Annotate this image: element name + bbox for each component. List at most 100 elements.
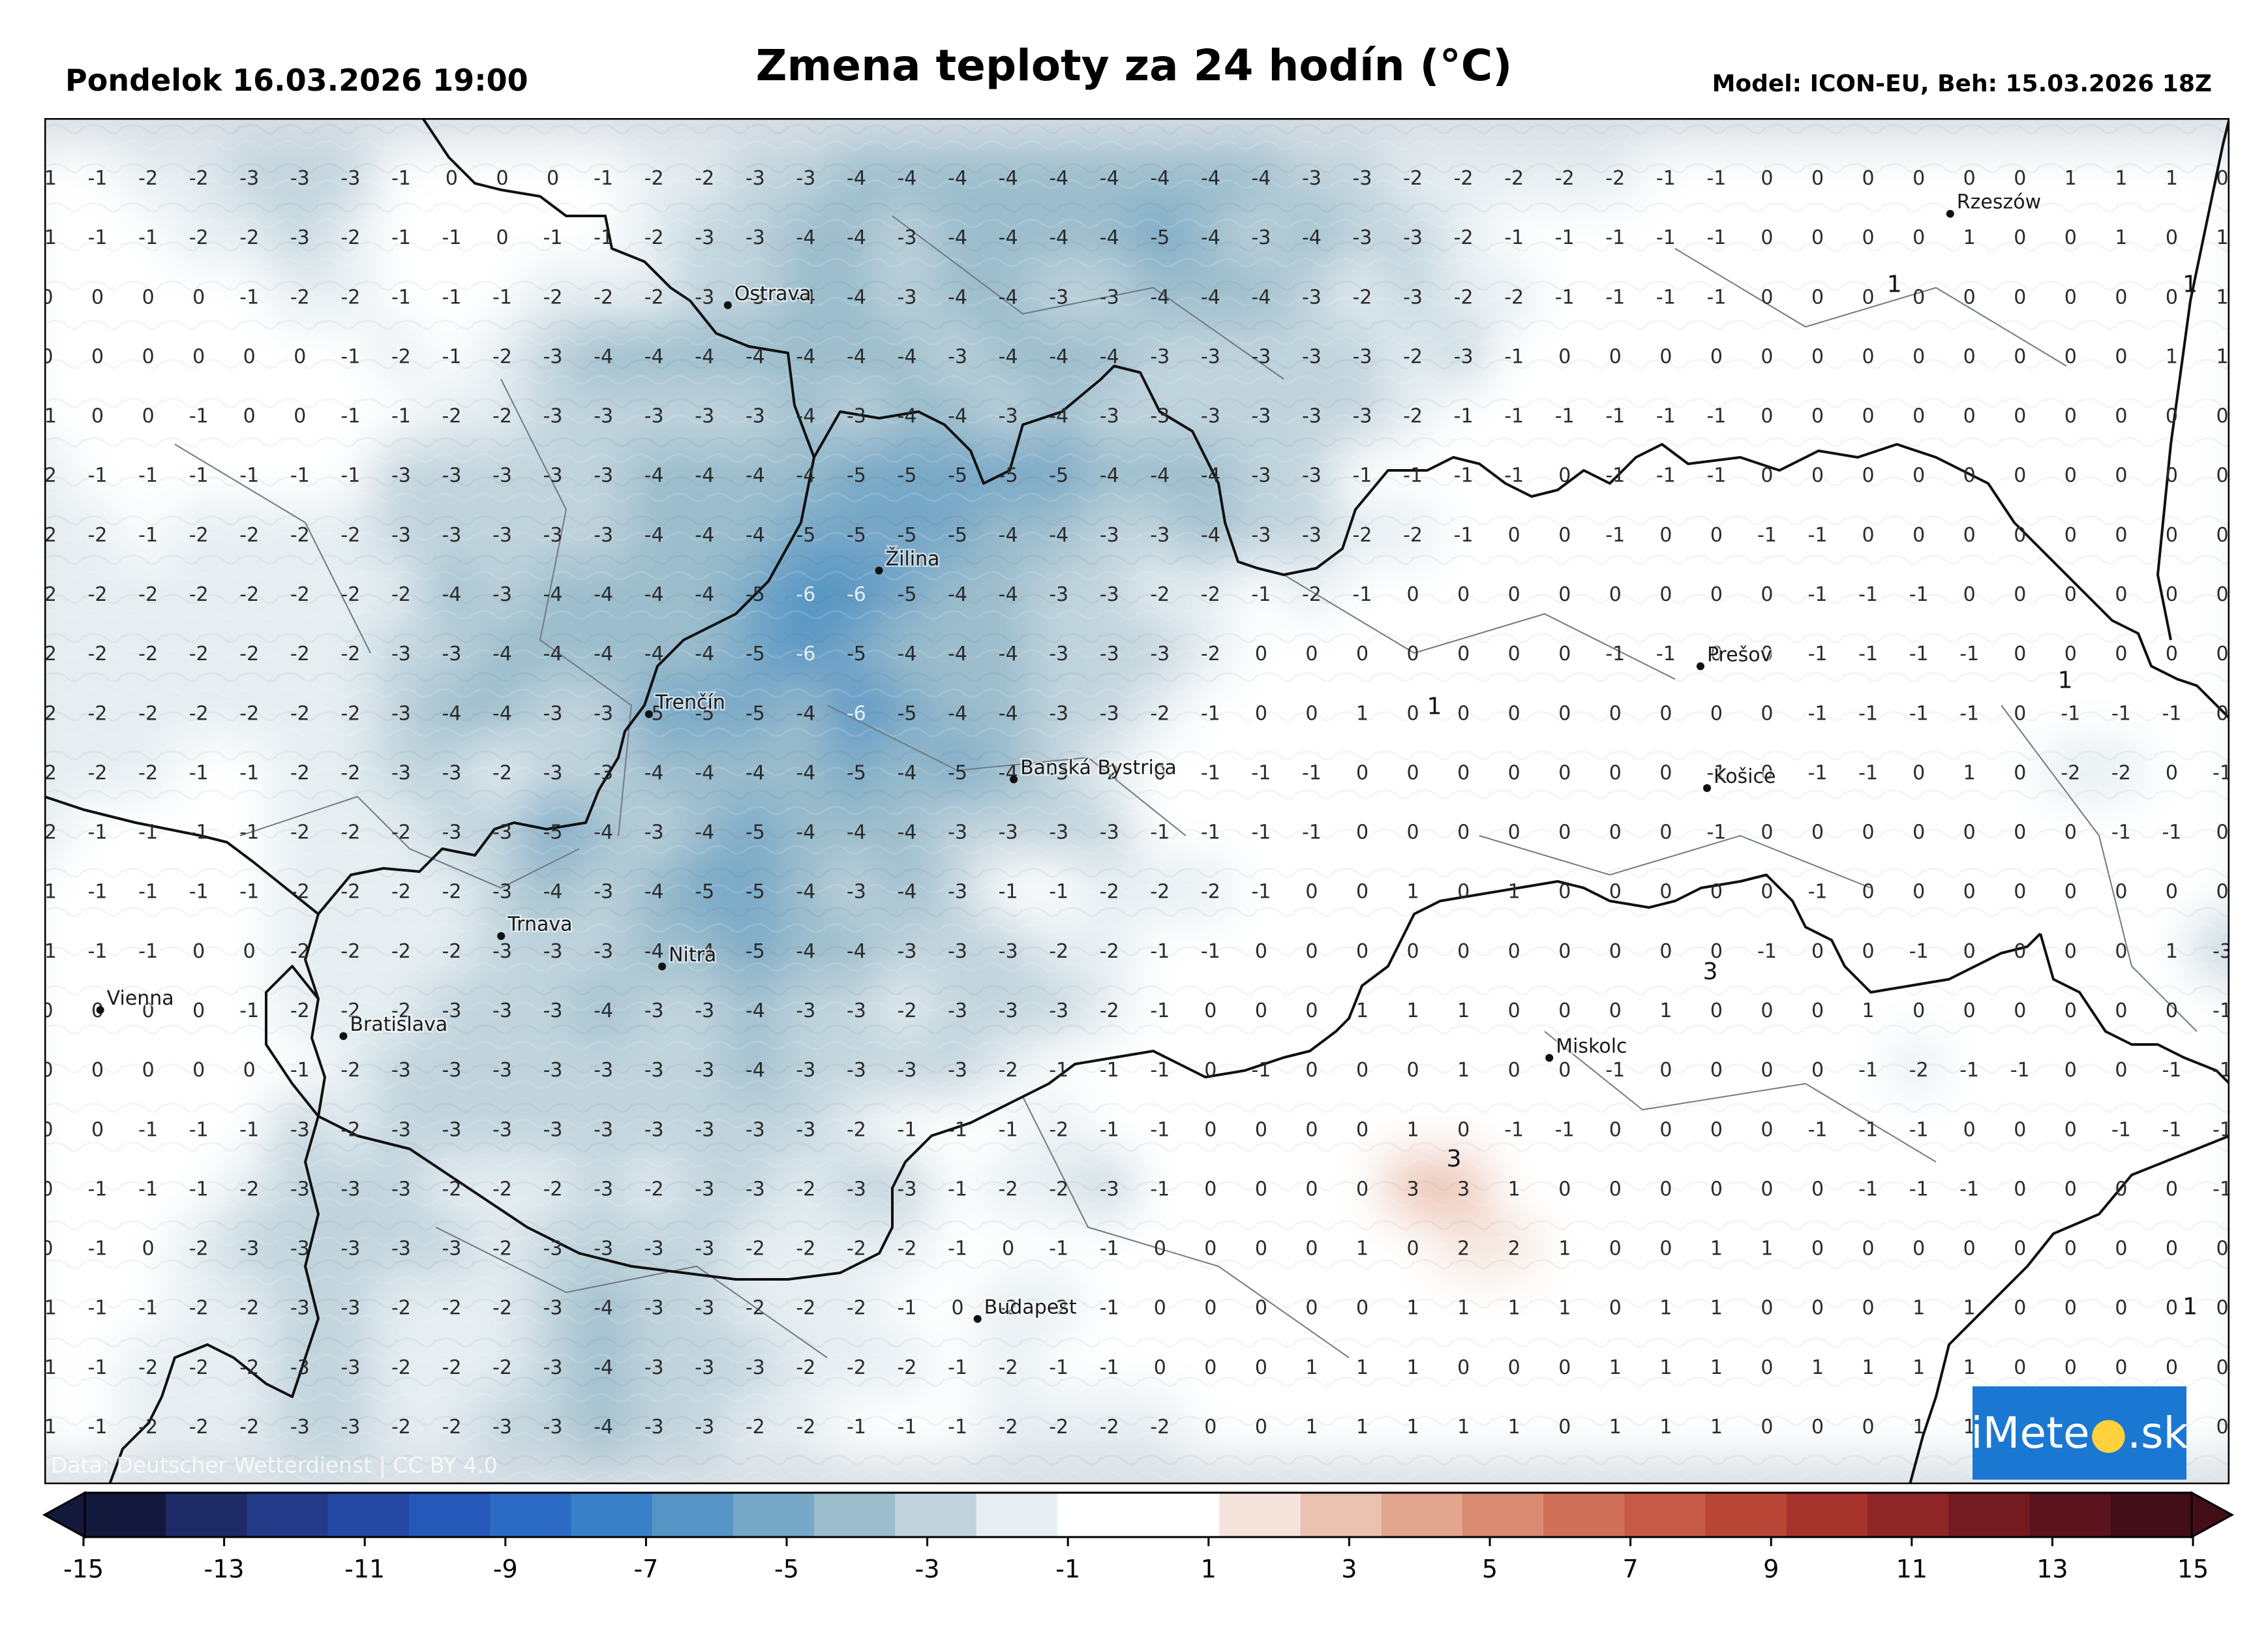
grid-value: -4 [1251, 167, 1271, 190]
grid-value: -1 [948, 1118, 967, 1141]
grid-value: 1 [1407, 1297, 1419, 1320]
city-marker[interactable]: Rzeszów [1946, 189, 2043, 218]
grid-value: 0 [1761, 1356, 1773, 1379]
temperature-colorbar: -15 -13 -11 -9 -7 -5 -3 -1 1 3 5 7 9 11 13 15 [39, 1480, 2237, 1584]
grid-value: 0 [1457, 702, 1470, 725]
grid-value: -2 [442, 1356, 462, 1379]
city-marker[interactable]: Nitra [658, 942, 718, 971]
grid-value: 0 [2014, 405, 2026, 428]
grid-value: 0 [1154, 1238, 1166, 1260]
grid-value: 0 [1710, 524, 1723, 547]
grid-value: 0 [2115, 345, 2127, 368]
grid-value: -2 [290, 761, 310, 784]
grid-value: -2 [239, 1416, 259, 1439]
grid-value: -1 [1757, 940, 1777, 963]
grid-value: -3 [594, 1238, 613, 1260]
grid-value: 0 [1811, 940, 1824, 963]
grid-value: -3 [290, 1238, 310, 1260]
grid-value: -2 [1353, 524, 1372, 547]
grid-value: -2 [239, 643, 259, 665]
grid-value: 0 [2064, 1178, 2077, 1200]
grid-value: 0 [1558, 702, 1571, 725]
grid-value: -1 [239, 999, 259, 1022]
grid-value: -1 [1706, 226, 1726, 249]
grid-value: 0 [2014, 702, 2026, 725]
grid-value: -2 [796, 1178, 815, 1200]
imeteo-logo[interactable]: iMete ● .sk [1971, 1386, 2188, 1480]
grid-value: 0 [1761, 999, 1773, 1022]
grid-value: 0 [1457, 583, 1470, 606]
grid-value: -2 [2111, 761, 2131, 784]
grid-value: -1 [1706, 821, 1726, 844]
grid-value: 2 [1508, 1238, 1520, 1260]
grid-value: 0 [142, 286, 155, 309]
city-marker[interactable]: Trenčín [644, 690, 727, 718]
grid-value: -1 [1656, 226, 1676, 249]
grid-value: 0 [2064, 1238, 2077, 1260]
city-marker[interactable]: Bratislava [339, 1012, 449, 1041]
grid-value: -2 [391, 1416, 411, 1439]
city-marker[interactable]: Banská Bystrica [1010, 755, 1178, 784]
grid-value: 0 [1305, 940, 1318, 963]
extreme-value-label: 1 [2058, 667, 2073, 694]
grid-value: -4 [695, 940, 714, 963]
grid-value: -4 [644, 881, 664, 904]
grid-value: -1 [1959, 643, 1979, 665]
grid-value: -4 [796, 345, 815, 368]
grid-value: 0 [2064, 1297, 2077, 1320]
grid-value: -3 [543, 940, 563, 963]
grid-value: -3 [644, 1356, 664, 1379]
city-marker[interactable]: Košice [1703, 763, 1777, 792]
grid-value: 0 [1305, 1059, 1318, 1082]
grid-value: -3 [1100, 524, 1119, 547]
extreme-value-label: 1 [2183, 271, 2198, 297]
grid-value: -2 [391, 881, 411, 904]
temperature-change-map[interactable]: -1 -1 -2 -2 -3 -3 -3 -1 0 0 0 -1 -2 -2 -3 -3 -4 -4 -4 -4 -4 -… [44, 118, 2230, 1484]
city-marker[interactable]: Vienna [96, 986, 175, 1014]
grid-value: -6 [847, 702, 866, 725]
city-marker[interactable]: Trnava [497, 911, 574, 940]
grid-value: 0 [1761, 405, 1773, 428]
grid-value: 0 [1407, 583, 1419, 606]
city-marker[interactable]: Ostrava [723, 281, 813, 309]
city-marker[interactable]: Prešov [1696, 642, 1774, 671]
grid-value: -1 [1201, 940, 1220, 963]
grid-value: -1 [898, 1118, 917, 1141]
grid-value: 1 [1508, 881, 1520, 904]
grid-value: -5 [847, 643, 866, 665]
grid-value: 0 [1913, 286, 1925, 309]
grid-value: 0 [1457, 1118, 1470, 1141]
grid-value: -3 [1251, 524, 1271, 547]
grid-value: -4 [543, 583, 563, 606]
grid-value: 0 [1761, 167, 1773, 190]
grid-value: -2 [442, 1297, 462, 1320]
grid-value: -3 [1353, 405, 1372, 428]
grid-value: 0 [1811, 1178, 1824, 1200]
grid-value: -1 [239, 465, 259, 487]
grid-value: -3 [442, 1238, 462, 1260]
grid-value: -4 [1049, 167, 1068, 190]
grid-value: -1 [1504, 1118, 1524, 1141]
city-marker[interactable]: Budapest [973, 1294, 1078, 1323]
city-dot [1010, 775, 1018, 784]
colorbar-swatch [1300, 1493, 1382, 1537]
grid-value: -2 [44, 465, 57, 487]
city-markers: Rzeszów Ostrava Žilina Prešov Trenčín Banská … [96, 189, 2043, 1323]
grid-value: 0 [1913, 405, 1925, 428]
city-marker[interactable]: Žilina [875, 545, 941, 575]
grid-value: -2 [340, 999, 360, 1022]
city-marker[interactable]: Miskolc [1545, 1033, 1629, 1062]
grid-value: 1 [1508, 1178, 1520, 1200]
grid-value: 0 [2014, 1118, 2026, 1141]
grid-value: 1 [1710, 1238, 1723, 1260]
grid-value: 0 [2115, 405, 2127, 428]
grid-value: -4 [999, 524, 1018, 547]
grid-value: 0 [142, 405, 155, 428]
grid-value: -3 [644, 405, 664, 428]
grid-value: -1 [2213, 761, 2230, 784]
grid-value: 0 [1862, 167, 1875, 190]
grid-value: 0 [2064, 405, 2077, 428]
grid-value: 0 [1204, 1356, 1217, 1379]
grid-value: 0 [1710, 999, 1723, 1022]
grid-value: -1 [88, 167, 108, 190]
